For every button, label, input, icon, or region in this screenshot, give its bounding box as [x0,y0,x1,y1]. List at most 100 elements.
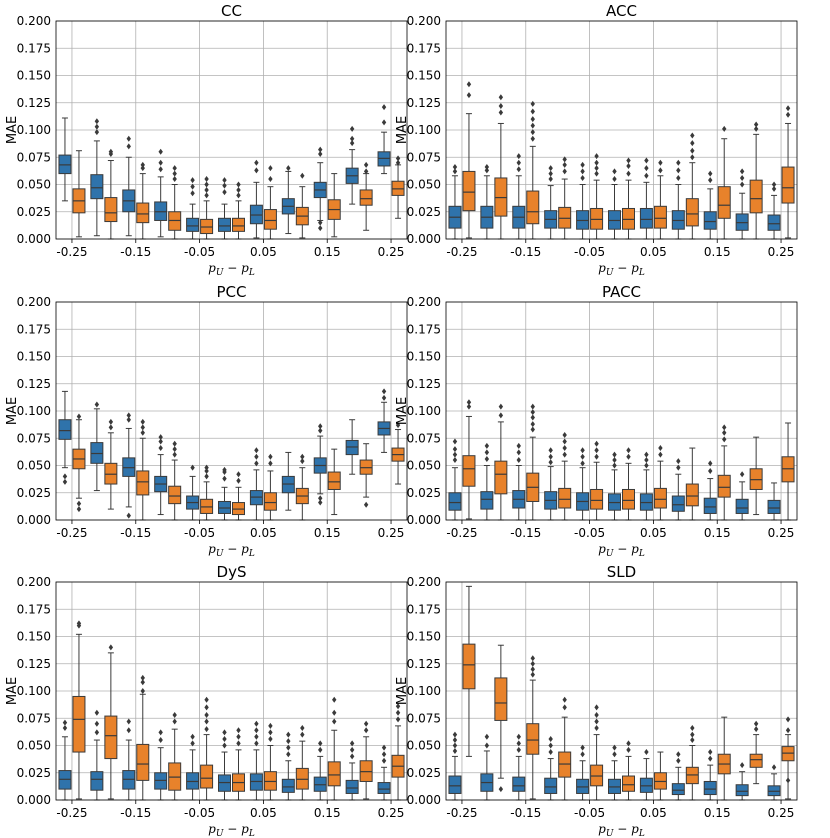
y-tick-label: 0.200 [407,575,441,589]
box-blue-7 [671,159,685,240]
box-orange-6 [653,445,667,521]
x-label-part: p [598,822,606,836]
flier-point [349,135,355,142]
box-body [717,186,731,219]
x-tick-label: 0.25 [378,245,405,259]
flier-point [190,733,195,740]
panel-title: CC [221,2,242,20]
y-axis-label: MAE [395,397,410,425]
x-label-part: − p [223,261,249,275]
flier-point [516,442,521,449]
flier-point [222,189,227,196]
box-blue-3 [154,148,168,238]
x-axis-label: pU − pL [208,822,255,838]
box-blue-2 [512,442,526,521]
flier-point [158,438,163,445]
x-tick-label: 0.15 [704,245,731,259]
y-tick-label: 0.150 [17,69,51,83]
flier-point [498,109,504,116]
flier-point [363,161,369,168]
y-tick-label: 0.175 [17,322,51,336]
y-tick-label: 0.075 [17,711,51,725]
flier-point [318,740,323,747]
flier-point [452,737,458,744]
x-label-part: p [208,822,216,836]
flier-point [172,176,177,183]
flier-point [395,155,401,162]
flier-point [222,735,227,742]
box-blue-1 [480,442,494,521]
y-tick-label: 0.025 [17,766,51,780]
flier-point [452,451,458,458]
flier-point [498,786,504,793]
flier-point [690,147,695,154]
panel-title: SLD [607,563,636,581]
flier-point [222,729,227,736]
flier-point [204,467,209,474]
x-tick-label: -0.25 [56,526,87,540]
axes-frame [445,301,798,521]
box-orange-10 [391,703,405,801]
flier-point [236,192,241,199]
y-tick-label: 0.150 [407,630,441,644]
flier-point [363,727,369,734]
flier-point [158,445,163,452]
flier-point [626,453,631,460]
flier-point [268,722,273,729]
box-blue-2 [122,412,136,519]
box-body [448,775,462,794]
box-body [104,197,118,223]
flier-point [172,440,177,447]
box-body [90,771,104,791]
box-orange-1 [104,418,118,510]
box-body [104,715,118,760]
flier-point [530,122,535,129]
box-orange-5 [232,471,245,521]
flier-point [204,473,209,480]
x-tick-label: 0.05 [640,245,667,259]
flier-point [363,501,369,508]
flier-point [594,440,599,447]
flier-point [484,455,490,462]
flier-point [94,401,100,408]
x-tick-label: 0.05 [250,526,277,540]
box-blue-1 [480,733,494,801]
y-tick-label: 0.125 [407,96,441,110]
box-body [671,495,685,512]
box-blue-6 [249,720,263,801]
box-blue-3 [544,447,558,521]
flier-point [530,403,535,410]
flier-point [722,424,727,431]
y-tick-label: 0.025 [407,205,441,219]
flier-point [268,165,273,172]
box-body [281,778,295,793]
box-orange-4 [200,464,214,521]
box-body [263,209,277,230]
flier-point [140,674,145,681]
box-body [377,782,391,794]
flier-point [722,125,727,132]
flier-point [332,696,337,703]
flier-point [516,166,521,173]
box-blue-9 [735,762,749,801]
flier-point [236,727,241,734]
box-blue-8 [313,423,327,506]
flier-point [158,148,163,155]
flier-point [94,123,100,130]
x-tick-label: 0.15 [314,245,341,259]
box-body [263,492,277,511]
flier-point [594,153,599,160]
box-body [90,174,104,200]
flier-point [381,119,387,126]
flier-point [158,434,163,441]
box-blue-0 [58,117,72,202]
flier-point [172,165,177,172]
y-tick-label: 0.075 [407,711,441,725]
y-tick-label: 0.025 [407,486,441,500]
flier-point [222,177,227,184]
flier-point [140,418,145,425]
y-tick-label: 0.050 [407,178,441,192]
box-blue-0 [448,164,462,240]
flier-point [658,159,663,166]
